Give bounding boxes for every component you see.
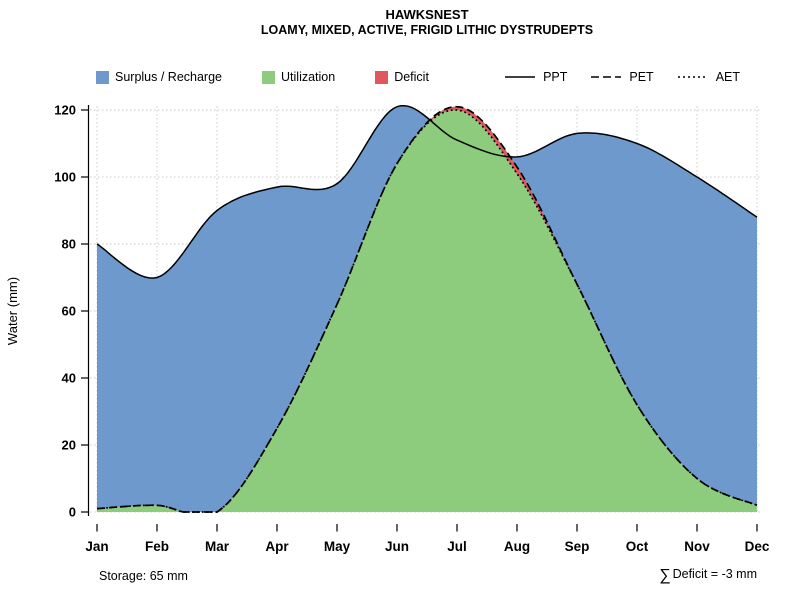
y-tick-label: 60 bbox=[62, 304, 76, 319]
aet-label: AET bbox=[715, 70, 740, 84]
x-tick-label: Oct bbox=[626, 539, 649, 554]
deficit-annotation: ∑ Deficit = -3 mm bbox=[659, 567, 757, 585]
legend-line-group: PPT PET AET bbox=[503, 70, 740, 84]
legend-item-pet: PET bbox=[589, 70, 654, 84]
legend-item-aet: AET bbox=[676, 70, 740, 84]
x-tick-label: Sep bbox=[565, 539, 590, 554]
y-tick-label: 40 bbox=[62, 371, 76, 386]
x-tick-label: Aug bbox=[504, 539, 530, 554]
legend: Surplus / Recharge Utilization Deficit P… bbox=[96, 69, 740, 85]
aet-line bbox=[96, 109, 758, 513]
y-tick-label: 20 bbox=[62, 438, 76, 453]
x-tick-label: Feb bbox=[145, 539, 169, 554]
pet-line-sample-icon bbox=[591, 76, 622, 78]
y-tick-label: 100 bbox=[54, 170, 76, 185]
legend-item-deficit: Deficit bbox=[375, 70, 429, 84]
x-tick-label: May bbox=[324, 539, 351, 554]
y-tick-label: 120 bbox=[54, 103, 76, 118]
x-tick-label: Jun bbox=[385, 539, 409, 554]
legend-item-surplus: Surplus / Recharge bbox=[96, 70, 222, 84]
x-tick-label: Jan bbox=[85, 539, 108, 554]
chart-title: HAWKSNEST bbox=[385, 7, 469, 22]
utilization-area bbox=[97, 110, 757, 512]
legend-item-utilization: Utilization bbox=[262, 70, 335, 84]
deficit-swatch bbox=[375, 70, 389, 84]
ppt-line-sample-icon bbox=[505, 76, 536, 78]
surplus-label: Surplus / Recharge bbox=[115, 70, 223, 84]
x-tick-label: Apr bbox=[265, 539, 289, 554]
deficit-sum-text: Deficit = -3 mm bbox=[672, 567, 757, 581]
utilization-swatch bbox=[262, 70, 276, 84]
y-tick-label: 80 bbox=[62, 237, 76, 252]
y-tick-label: 0 bbox=[69, 505, 76, 520]
y-axis-title: Water (mm) bbox=[5, 277, 20, 345]
legend-area-group: Surplus / Recharge Utilization Deficit bbox=[96, 70, 429, 84]
x-tick-label: Jul bbox=[447, 539, 467, 554]
storage-annotation: Storage: 65 mm bbox=[99, 569, 188, 583]
sigma-symbol: ∑ bbox=[659, 567, 671, 584]
ppt-line bbox=[96, 104, 758, 279]
aet-line-sample-icon bbox=[677, 76, 708, 78]
ppt-label: PPT bbox=[543, 70, 568, 84]
x-tick-label: Mar bbox=[205, 539, 230, 554]
deficit-label: Deficit bbox=[394, 70, 429, 84]
surplus-swatch bbox=[96, 70, 109, 84]
x-tick-label: Nov bbox=[684, 539, 710, 554]
legend-item-ppt: PPT bbox=[503, 70, 567, 84]
chart-subtitle: LOAMY, MIXED, ACTIVE, FRIGID LITHIC DYST… bbox=[260, 23, 594, 37]
utilization-label: Utilization bbox=[281, 70, 336, 84]
x-tick-label: Dec bbox=[745, 539, 770, 554]
pet-label: PET bbox=[629, 70, 654, 84]
